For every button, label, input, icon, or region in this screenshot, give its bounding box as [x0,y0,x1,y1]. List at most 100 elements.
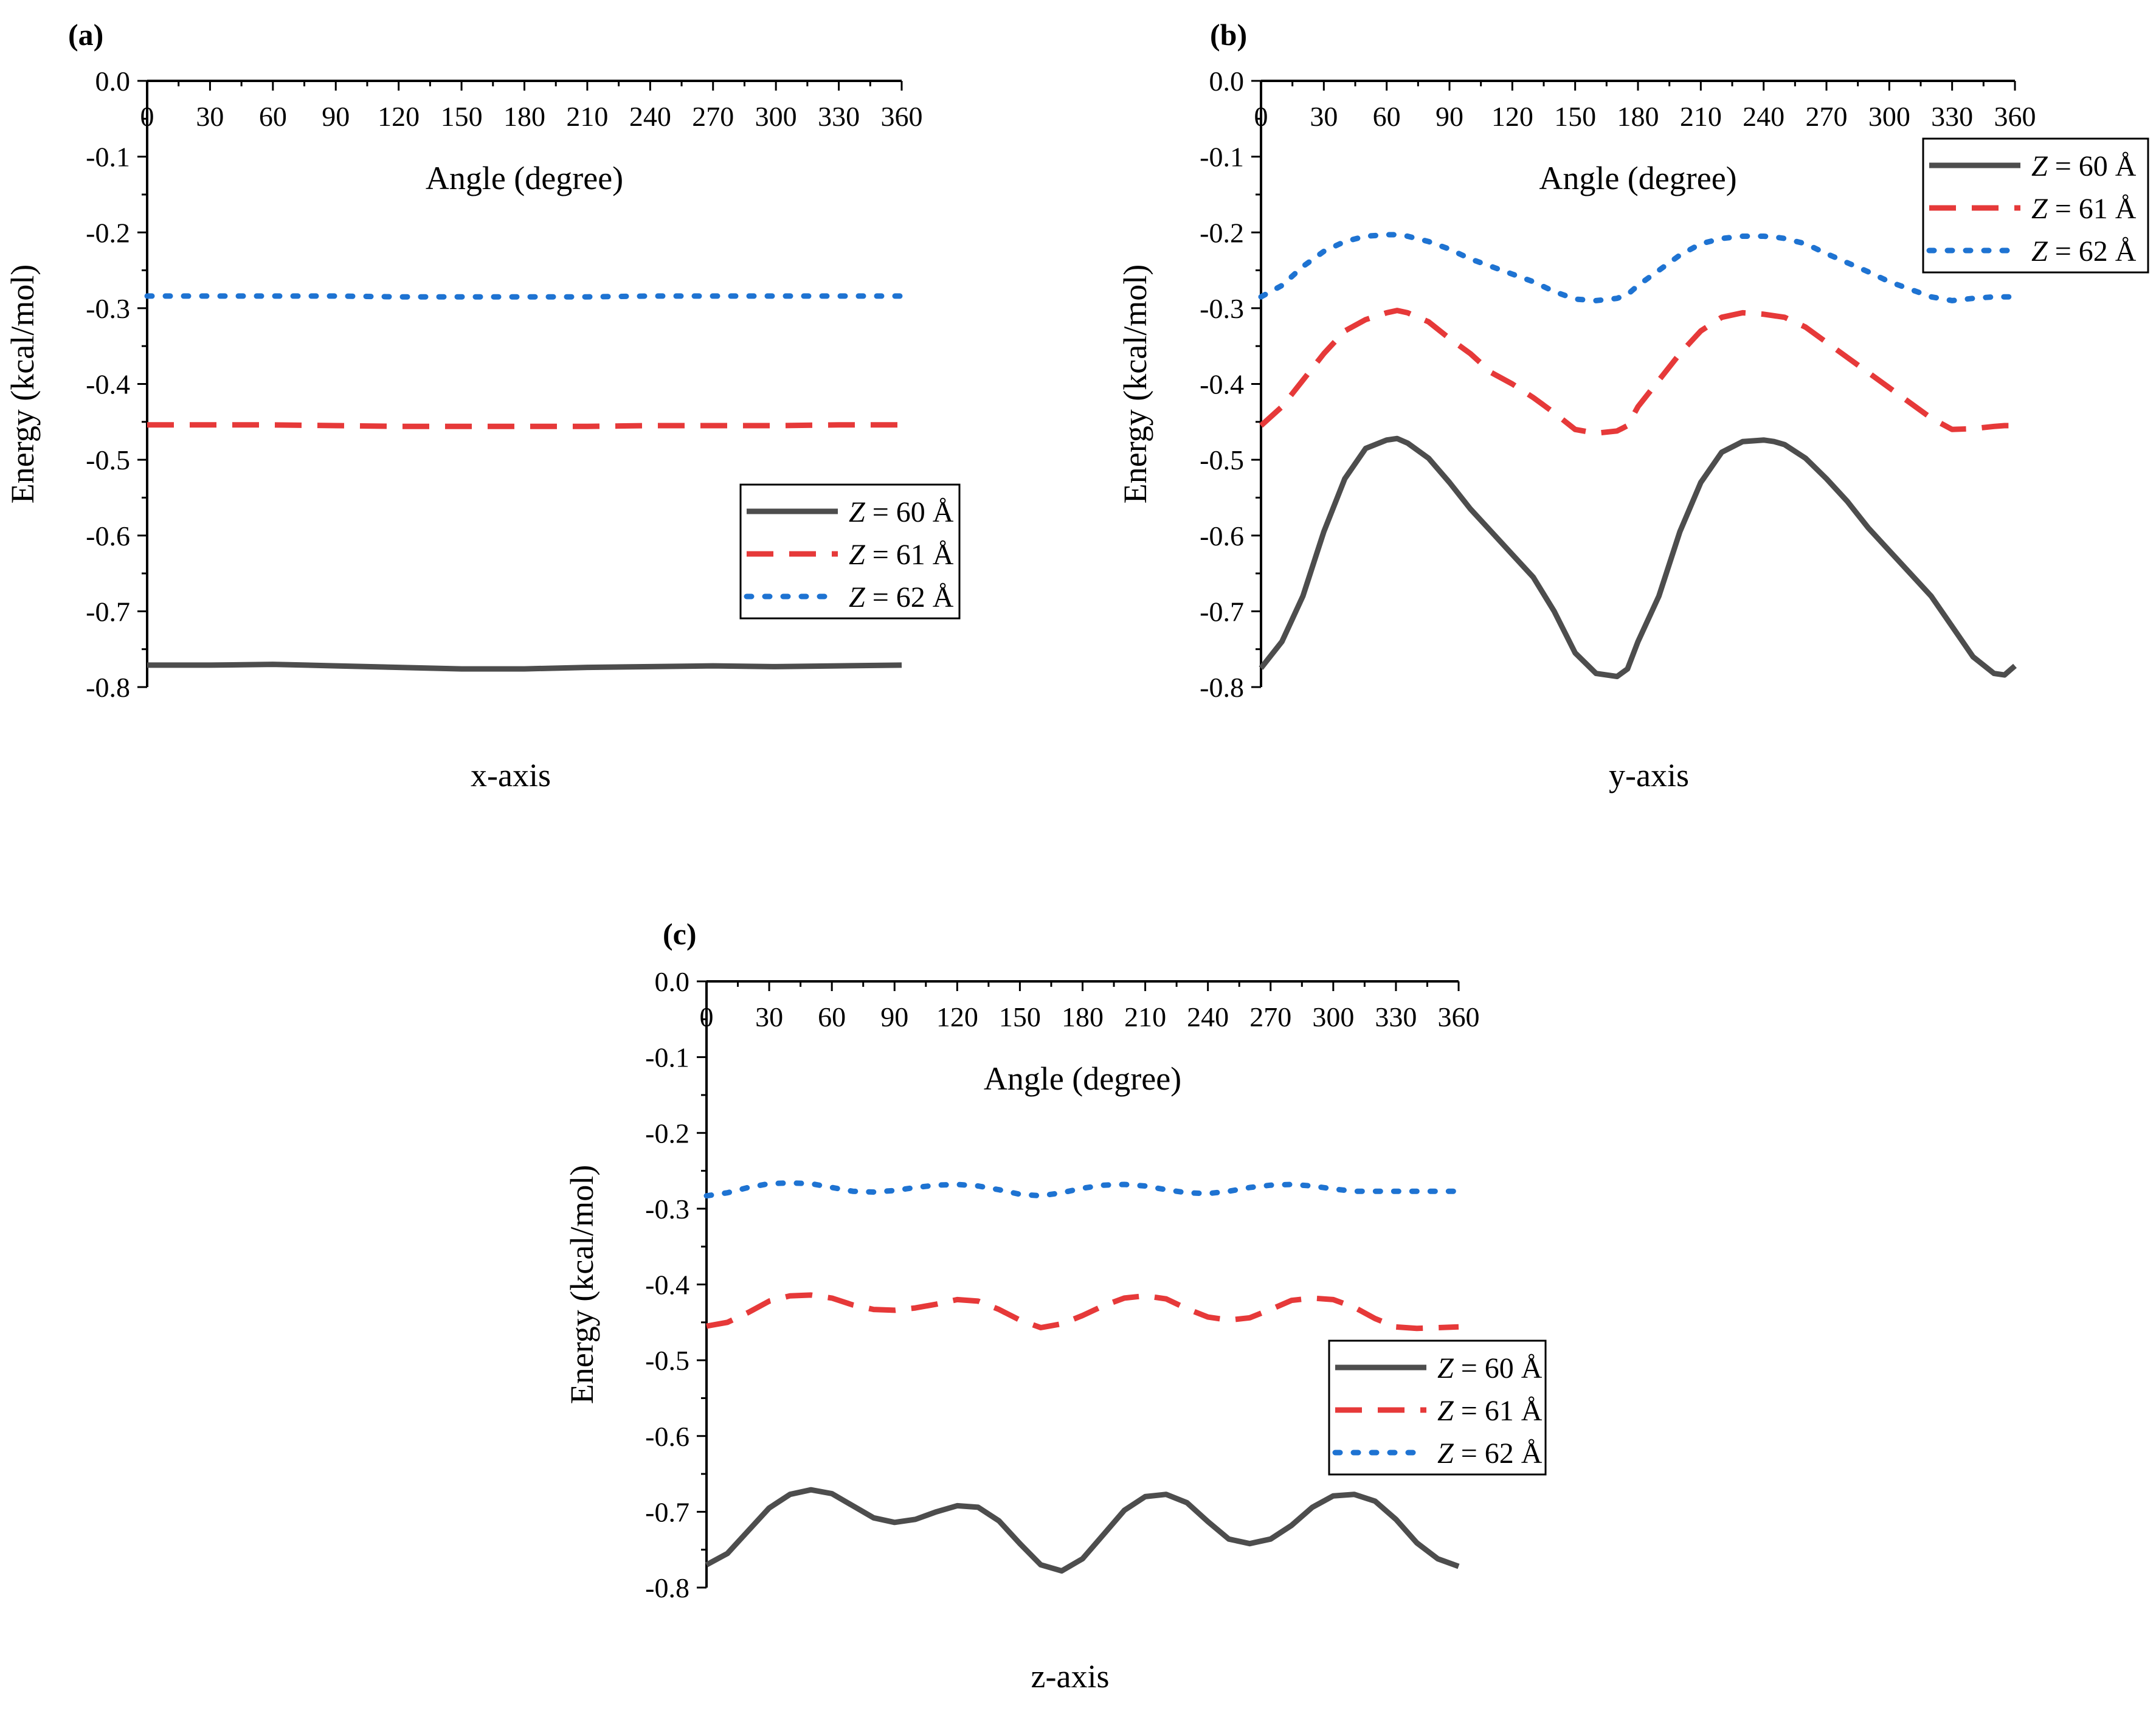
x-tick-label: 30 [755,1001,783,1032]
x-axis-title: Angle (degree) [984,1060,1181,1097]
x-tick-label: 330 [1375,1001,1417,1032]
y-tick-label: -0.1 [86,142,130,173]
x-tick-label: 270 [1249,1001,1291,1032]
y-tick-label: -0.1 [645,1042,689,1073]
y-tick-label: -0.4 [645,1270,689,1301]
x-tick-label: 30 [1310,101,1338,132]
legend-label: Z = 62 Å [849,581,954,614]
x-axis-title: Angle (degree) [426,160,623,196]
x-tick-label: 120 [378,101,420,132]
x-tick-label: 300 [1868,101,1910,132]
legend: Z = 60 Å Z = 61 Å Z = 62 Å [1328,1339,1547,1476]
x-tick-label: 150 [999,1001,1041,1032]
series-line-z61 [1259,308,2015,436]
x-tick-label: 150 [441,101,483,132]
series-line-z61 [706,1292,1459,1332]
chart-panel-a: (a) 0.0 -0.1 -0.2 -0.3 -0.4 -0.5 -0.6 -0.7 -0.8 0 3… [4,18,961,793]
series-line-z62 [1258,232,2018,303]
y-tick-label: -0.6 [645,1421,689,1452]
y-tick-label: 0.0 [95,66,131,97]
x-tick-label: 90 [322,101,350,132]
y-tick-label: -0.8 [86,672,130,703]
x-tick-label: 360 [1994,101,2036,132]
series-line-z60 [1259,435,2017,680]
x-tick-label: 360 [881,101,923,132]
x-tick-label: 60 [818,1001,846,1032]
panel-caption: y-axis [1609,757,1689,793]
legend-label: Z = 60 Å [2031,150,2137,182]
legend-box [1922,137,2149,274]
legend-label: Z = 61 Å [2031,193,2137,225]
chart-panel-c: (c) 0.0 -0.1 -0.2 -0.3 -0.4 -0.5 -0.6 -0.7 -0.8 0 3… [564,917,1547,1695]
x-tick-label: 330 [1931,101,1973,132]
y-tick-label: -0.2 [1200,217,1244,248]
chart-panel-b: (b) 0.0 -0.1 -0.2 -0.3 -0.4 -0.5 -0.6 -0.7 -0.8 0 3… [1117,18,2149,793]
y-tick-label: -0.3 [645,1194,689,1225]
x-tick-label: 270 [692,101,734,132]
x-tick-label: 210 [1124,1001,1166,1032]
x-tick-label: 0 [700,1001,714,1032]
y-axis-title: Energy (kcal/mol) [4,264,41,503]
legend-label: Z = 61 Å [1437,1395,1543,1427]
y-tick-label: -0.5 [86,444,130,475]
y-axis-title: Energy (kcal/mol) [1117,264,1153,503]
y-tick-label: -0.7 [1200,596,1244,627]
series-line-z61 [147,422,902,429]
x-tick-label: 90 [880,1001,908,1032]
x-tick-label: 150 [1554,101,1596,132]
panel-label: (b) [1210,18,1247,52]
y-tick-label: -0.5 [1200,444,1244,475]
legend-label: Z = 60 Å [1437,1352,1543,1384]
x-tick-label: 60 [1373,101,1401,132]
x-tick-label: 240 [1743,101,1785,132]
y-tick-label: -0.4 [86,369,130,400]
y-tick-label: -0.6 [1200,520,1244,551]
y-tick-label: -0.8 [1200,672,1244,703]
series-line-z62 [144,293,905,300]
panel-label: (c) [663,917,697,951]
x-tick-label: 240 [629,101,671,132]
x-tick-label: 120 [1491,101,1533,132]
y-tick-label: -0.8 [645,1572,689,1603]
y-tick-label: -0.5 [645,1345,689,1376]
x-tick-label: 30 [196,101,224,132]
series-line-z62 [703,1180,1462,1199]
y-tick-label: -0.2 [645,1118,689,1149]
x-tick-label: 180 [1617,101,1659,132]
y-tick-label: 0.0 [1209,66,1245,97]
x-tick-label: 210 [1680,101,1722,132]
x-tick-label: 90 [1436,101,1463,132]
x-tick-label: 270 [1806,101,1848,132]
x-tick-label: 300 [1312,1001,1354,1032]
x-tick-label: 0 [140,101,154,132]
y-tick-label: -0.7 [86,596,130,627]
x-tick-label: 330 [818,101,860,132]
x-tick-label: 240 [1187,1001,1229,1032]
legend-label: Z = 61 Å [849,539,954,571]
y-tick-label: -0.2 [86,217,130,248]
x-axis-title: Angle (degree) [1539,160,1736,196]
y-tick-label: -0.1 [1200,142,1244,173]
legend-box [1328,1339,1547,1476]
panel-caption: x-axis [471,757,551,793]
y-tick-label: -0.3 [1200,293,1244,324]
y-tick-label: -0.4 [1200,369,1244,400]
y-tick-label: -0.3 [86,293,130,324]
x-tick-label: 210 [566,101,608,132]
panel-label: (a) [68,18,103,52]
y-tick-label: -0.7 [645,1496,689,1527]
y-tick-label: 0.0 [655,966,690,997]
series-line-z60 [705,1487,1460,1574]
series-line-z60 [147,662,902,672]
legend-label: Z = 62 Å [2031,235,2137,268]
x-tick-label: 0 [1254,101,1268,132]
legend-label: Z = 60 Å [849,496,954,528]
x-tick-label: 180 [1062,1001,1104,1032]
legend-label: Z = 62 Å [1437,1437,1543,1470]
legend: Z = 60 Å Z = 61 Å Z = 62 Å [1922,137,2149,274]
y-axis-title: Energy (kcal/mol) [564,1165,600,1404]
x-tick-label: 120 [936,1001,978,1032]
x-tick-label: 180 [503,101,545,132]
x-tick-label: 300 [755,101,797,132]
